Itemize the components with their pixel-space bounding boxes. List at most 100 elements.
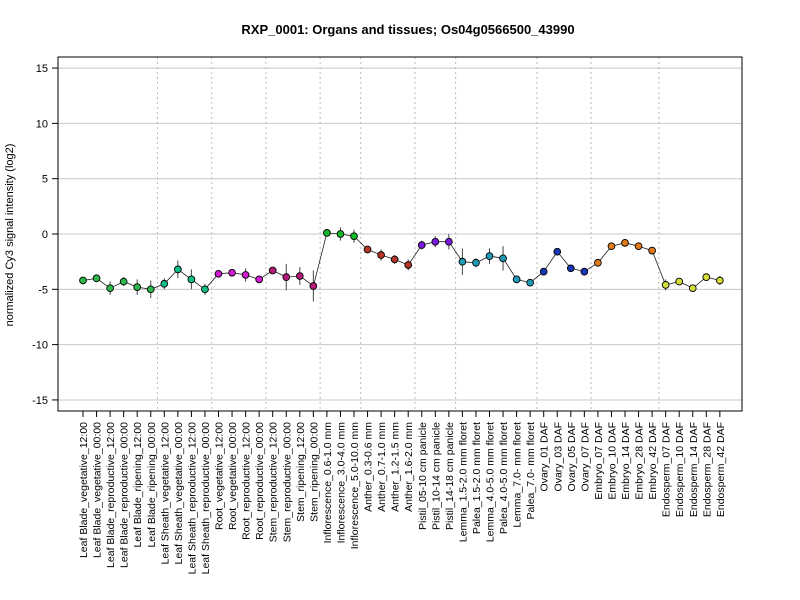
x-tick-label: Palea_4.0-5.0 mm floret <box>498 422 510 534</box>
x-tick-label: Embryo_10 DAF <box>606 422 618 500</box>
data-points <box>79 229 724 294</box>
x-tick-label: Leaf Blade_reproductive_12:00 <box>105 422 117 568</box>
x-tick-label: Endosperm_28 DAF <box>701 422 713 517</box>
x-tick-label: Inflorescence_0.6-1.0 mm <box>322 422 334 544</box>
x-tick-label: Embryo_42 DAF <box>647 422 659 500</box>
x-tick-label: Leaf Sheath_vegetative_00:00 <box>173 422 185 565</box>
data-point <box>634 242 643 251</box>
data-point <box>323 229 331 237</box>
x-tick-label: Ovary_07 DAF <box>579 422 591 491</box>
data-point <box>133 283 142 291</box>
data-point <box>499 254 507 263</box>
data-point <box>526 278 535 287</box>
x-tick-label: Endosperm_07 DAF <box>661 422 673 517</box>
x-tick-label: Anther_1.6-2.0 mm <box>403 422 415 512</box>
x-axis: Leaf Blade_vegetative_12:00 Leaf Blade_ve… <box>78 411 727 574</box>
y-tick-label: 0 <box>42 229 48 241</box>
y-axis-label: normalized Cy3 signal intensity (log2) <box>4 144 16 327</box>
x-tick-label: Stem_ripening_00:00 <box>308 422 320 522</box>
data-point <box>160 279 169 288</box>
data-point <box>485 252 494 260</box>
x-tick-label: Stem_reproductive_12:00 <box>268 422 280 542</box>
x-tick-label: Endosperm_10 DAF <box>674 422 686 517</box>
data-point <box>661 281 670 289</box>
x-tick-label: Endosperm_42 DAF <box>715 422 727 517</box>
x-tick-label: Pistil_14-18 cm panicle <box>444 422 456 530</box>
data-point <box>675 277 684 286</box>
data-point <box>187 275 196 284</box>
data-point <box>688 284 697 293</box>
x-tick-label: Leaf Sheath_vegetative_12:00 <box>159 422 171 565</box>
x-tick-label: Leaf Blade_ripening_12:00 <box>132 422 144 548</box>
data-point <box>607 242 616 251</box>
data-point <box>445 237 453 246</box>
x-tick-label: Ovary_05 DAF <box>566 422 578 491</box>
data-point <box>268 266 277 275</box>
x-tick-label: Palea_7.0- mm floret <box>525 422 537 520</box>
x-tick-label: Root_vegetative_12:00 <box>214 422 226 530</box>
x-tick-label: Embryo_07 DAF <box>593 422 605 500</box>
x-tick-label: Leaf Blade_vegetative_00:00 <box>92 422 104 558</box>
data-point <box>336 230 345 238</box>
data-point <box>295 272 304 280</box>
y-tick-label: -15 <box>32 395 48 407</box>
y-axis: -15 -10 -5 0 5 10 15 <box>32 63 58 407</box>
y-tick-label: 15 <box>36 63 48 75</box>
x-tick-label: Pistil_10-14 cm panicle <box>430 422 442 530</box>
data-point <box>79 276 87 285</box>
x-tick-label: Leaf Blade_ripening_00:00 <box>146 422 158 548</box>
data-point <box>363 245 372 254</box>
error-bars <box>82 227 721 302</box>
x-tick-label: Inflorescence_5.0-10.0 mm <box>349 422 361 549</box>
data-point <box>350 232 358 241</box>
x-tick-label: Lemma_7.0- mm floret <box>512 422 524 528</box>
data-point <box>594 258 602 267</box>
x-tick-label: Ovary_03 DAF <box>552 422 564 491</box>
data-point <box>92 274 101 283</box>
data-point <box>417 241 426 249</box>
chart-title: RXP_0001: Organs and tissues; Os04g05665… <box>241 22 574 37</box>
x-tick-label: Root_reproductive_00:00 <box>254 422 266 540</box>
data-point <box>282 273 291 281</box>
data-point <box>648 246 656 255</box>
x-tick-label: Leaf Blade_reproductive_00:00 <box>119 422 131 568</box>
x-tick-label: Lemma_4.0-5.0 mm floret <box>485 422 497 542</box>
x-tick-label: Stem_ripening_12:00 <box>295 422 307 522</box>
x-tick-label: Leaf Sheath_reproductive_00:00 <box>200 422 212 575</box>
data-point <box>553 247 562 256</box>
data-point <box>119 277 128 286</box>
data-point <box>377 251 385 259</box>
y-tick-label: -5 <box>38 284 48 296</box>
data-point <box>621 239 629 247</box>
data-point <box>201 285 209 294</box>
x-tick-label: Embryo_28 DAF <box>634 422 646 500</box>
grid <box>58 67 742 401</box>
data-point <box>702 273 711 281</box>
x-tick-label: Ovary_01 DAF <box>539 422 551 491</box>
data-point <box>146 285 155 294</box>
data-point <box>309 282 318 290</box>
data-point <box>106 284 114 293</box>
data-point <box>539 267 548 276</box>
data-point <box>566 264 575 273</box>
data-point <box>431 237 440 246</box>
group-separators <box>157 57 660 411</box>
x-tick-label: Leaf Blade_vegetative_12:00 <box>78 422 90 558</box>
data-point <box>404 261 413 269</box>
x-tick-label: Endosperm_14 DAF <box>688 422 700 517</box>
x-tick-label: Root_vegetative_00:00 <box>227 422 239 530</box>
data-point <box>390 255 399 264</box>
y-tick-label: 5 <box>42 174 48 186</box>
data-point <box>255 275 264 284</box>
data-point <box>214 269 223 278</box>
x-tick-label: Leaf Sheath_reproductive_12:00 <box>186 422 198 575</box>
x-tick-label: Palea_1.5-2.0 mm floret <box>471 422 483 534</box>
data-point <box>472 258 480 267</box>
x-tick-label: Stem_reproductive_00:00 <box>281 422 293 542</box>
data-point <box>228 268 236 277</box>
data-point <box>241 271 250 279</box>
data-point <box>174 265 182 274</box>
x-tick-label: Anther_1.2-1.5 mm <box>390 422 402 512</box>
data-point <box>715 276 724 285</box>
x-tick-label: Embryo_14 DAF <box>620 422 632 500</box>
